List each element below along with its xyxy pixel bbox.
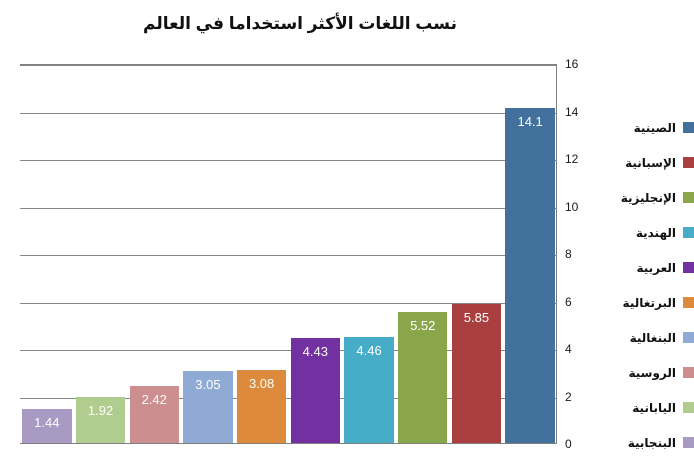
bar[interactable]: 1.92 — [75, 397, 126, 443]
legend-item[interactable]: الصينية — [612, 110, 694, 145]
bar-slot: 1.44 — [22, 65, 72, 443]
bars-layer: 1.44 1.92 2.42 3.05 3.08 4.43 4.46 5.52 5.85 14.1 — [20, 65, 556, 443]
legend-item[interactable]: الإنجليزية — [612, 180, 694, 215]
plot-area: 1.44 1.92 2.42 3.05 3.08 4.43 4.46 5.52 5.85 14.1 — [20, 64, 557, 444]
bar-slot: 2.42 — [129, 65, 179, 443]
bar-slot: 5.52 — [398, 65, 448, 443]
legend-item-label: الهندية — [635, 225, 676, 240]
bar-value-label: 4.43 — [302, 343, 328, 359]
y-axis-tick: 16 — [565, 57, 579, 71]
bar-value-label: 3.08 — [248, 375, 275, 391]
legend-item-label: البنغالية — [629, 330, 676, 345]
legend-item-label: العربية — [636, 260, 676, 275]
bar-value-label: 5.85 — [463, 310, 490, 326]
bar-value-label: 1.44 — [34, 414, 60, 430]
y-axis-tick: 14 — [565, 104, 579, 119]
bar-value-label: 3.05 — [195, 376, 221, 392]
bar-slot: 4.46 — [344, 65, 394, 443]
bar[interactable]: 1.44 — [22, 408, 72, 443]
chart-title: نسب اللغات الأكثر استخداما في العالم — [143, 14, 457, 33]
bar[interactable]: 2.42 — [129, 385, 179, 443]
legend-item-label: اليابانية — [632, 400, 676, 415]
legend-color-swatch — [683, 262, 694, 273]
bar-slot: 4.43 — [290, 65, 341, 443]
y-axis: 16 14 12 10 8 6 4 2 0 — [557, 57, 597, 451]
y-axis-tick: 0 — [565, 437, 572, 451]
bar-value-label: 14.1 — [517, 114, 543, 130]
legend-item[interactable]: الروسية — [612, 355, 694, 390]
y-axis-tick: 12 — [565, 152, 579, 166]
bar-value-label: 1.92 — [87, 403, 114, 419]
legend-item-label: الصينية — [633, 120, 676, 135]
bar-slot: 14.1 — [505, 65, 555, 443]
legend-color-swatch — [683, 437, 694, 448]
bar[interactable]: 4.46 — [344, 337, 394, 443]
legend-item[interactable]: اليابانية — [612, 390, 694, 425]
legend-item-label: البنجابية — [627, 435, 676, 450]
bar-slot: 3.05 — [183, 65, 233, 443]
legend-item-label: الروسية — [628, 365, 676, 380]
y-axis-tick: 6 — [565, 294, 572, 309]
legend-item-label: الإنجليزية — [620, 190, 676, 205]
legend-color-swatch — [683, 157, 694, 168]
legend-color-swatch — [683, 367, 694, 378]
legend-item-label: البرتغالية — [622, 295, 676, 310]
legend-item[interactable]: الهندية — [612, 215, 694, 250]
y-axis-tick: 2 — [565, 389, 572, 404]
legend-color-swatch — [683, 332, 694, 343]
bar[interactable]: 14.1 — [505, 108, 555, 443]
bar[interactable]: 4.43 — [290, 337, 341, 443]
bar-value-label: 4.46 — [356, 343, 382, 359]
legend: الصينية الإسبانية الإنجليزية الهندية العربية… — [612, 110, 694, 460]
legend-item[interactable]: الإسبانية — [612, 145, 694, 180]
bar-slot: 1.92 — [75, 65, 126, 443]
legend-color-swatch — [683, 297, 694, 308]
legend-item[interactable]: البرتغالية — [612, 285, 694, 320]
legend-item[interactable]: البنغالية — [612, 320, 694, 355]
bar[interactable]: 5.85 — [451, 304, 502, 443]
bar[interactable]: 5.52 — [398, 311, 448, 443]
y-axis-tick: 4 — [565, 342, 572, 356]
legend-item[interactable]: البنجابية — [612, 425, 694, 460]
bar-slot: 3.08 — [236, 65, 287, 443]
y-axis-tick: 8 — [565, 247, 572, 261]
bar[interactable]: 3.08 — [236, 369, 287, 443]
bar-value-label: 5.52 — [410, 317, 436, 333]
y-axis-tick: 10 — [565, 199, 579, 214]
legend-item-label: الإسبانية — [625, 155, 676, 170]
bar[interactable]: 3.05 — [183, 370, 233, 443]
legend-color-swatch — [683, 122, 694, 133]
legend-color-swatch — [683, 402, 694, 413]
bar-slot: 5.85 — [451, 65, 502, 443]
legend-item[interactable]: العربية — [612, 250, 694, 285]
legend-color-swatch — [683, 227, 694, 238]
legend-color-swatch — [683, 192, 694, 203]
bar-value-label: 2.42 — [141, 391, 167, 407]
